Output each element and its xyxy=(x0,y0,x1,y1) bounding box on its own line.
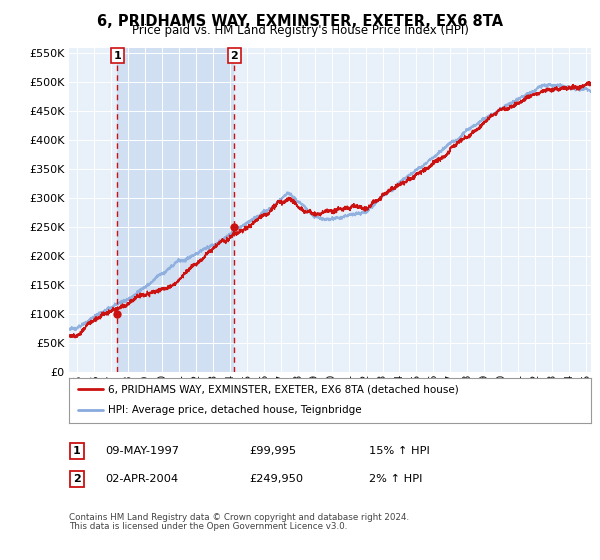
Text: 6, PRIDHAMS WAY, EXMINSTER, EXETER, EX6 8TA (detached house): 6, PRIDHAMS WAY, EXMINSTER, EXETER, EX6 … xyxy=(108,384,459,394)
Text: 02-APR-2004: 02-APR-2004 xyxy=(105,474,178,484)
Text: 1: 1 xyxy=(113,51,121,60)
Text: 09-MAY-1997: 09-MAY-1997 xyxy=(105,446,179,456)
Text: £249,950: £249,950 xyxy=(249,474,303,484)
Text: HPI: Average price, detached house, Teignbridge: HPI: Average price, detached house, Teig… xyxy=(108,405,362,416)
Text: 15% ↑ HPI: 15% ↑ HPI xyxy=(369,446,430,456)
Text: 2% ↑ HPI: 2% ↑ HPI xyxy=(369,474,422,484)
Text: This data is licensed under the Open Government Licence v3.0.: This data is licensed under the Open Gov… xyxy=(69,522,347,531)
Text: 2: 2 xyxy=(230,51,238,60)
Text: £99,995: £99,995 xyxy=(249,446,296,456)
Text: 6, PRIDHAMS WAY, EXMINSTER, EXETER, EX6 8TA: 6, PRIDHAMS WAY, EXMINSTER, EXETER, EX6 … xyxy=(97,14,503,29)
Text: 2: 2 xyxy=(73,474,80,484)
Text: Contains HM Land Registry data © Crown copyright and database right 2024.: Contains HM Land Registry data © Crown c… xyxy=(69,513,409,522)
Bar xyxy=(118,48,234,372)
Text: 1: 1 xyxy=(73,446,80,456)
Text: Price paid vs. HM Land Registry's House Price Index (HPI): Price paid vs. HM Land Registry's House … xyxy=(131,24,469,37)
